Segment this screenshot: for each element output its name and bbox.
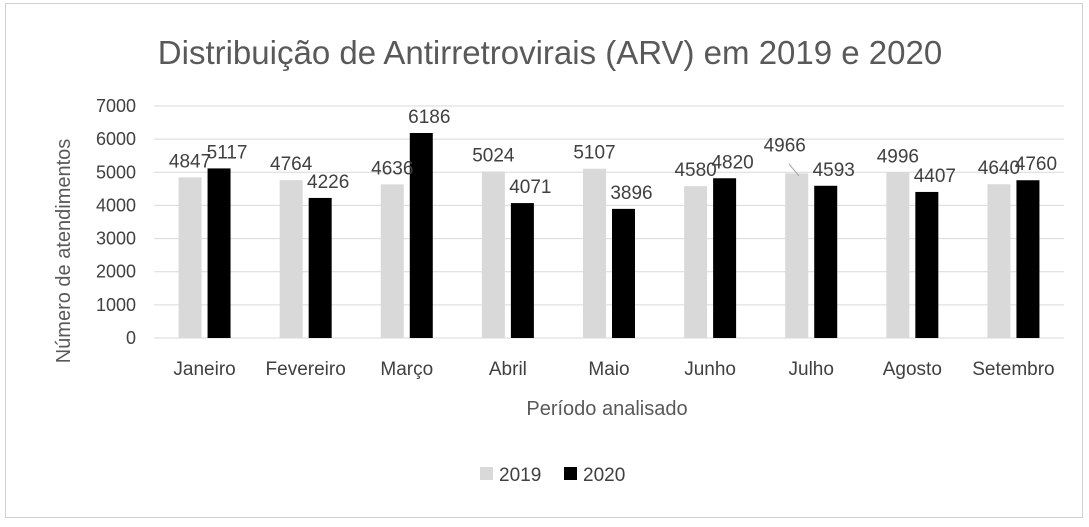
- bar-2019: [380, 184, 404, 338]
- y-axis-title: Número de atendimentos: [53, 139, 75, 364]
- bar-chart: Distribuição de Antirretrovirais (ARV) e…: [53, 34, 1064, 486]
- data-label-2019: 4636: [371, 158, 413, 179]
- bar-2020: [308, 197, 332, 338]
- x-category-label: Fevereiro: [266, 359, 346, 380]
- legend-label-2019: 2019: [499, 465, 541, 486]
- data-label-2019: 4847: [169, 151, 211, 172]
- x-axis-categories: Janeiro Fevereiro Março Abril Maio Junho Julho…: [173, 359, 1054, 380]
- data-label-2019: 4996: [877, 146, 919, 167]
- bar-2020: [207, 168, 231, 338]
- bar-2019: [583, 168, 606, 338]
- bar-2020: [915, 191, 939, 338]
- data-label-2020: 4820: [711, 152, 753, 173]
- legend-swatch-2020: [564, 467, 577, 480]
- data-label-2019: 5024: [472, 145, 515, 166]
- bar-2020: [612, 208, 635, 338]
- y-tick-label: 2000: [96, 262, 136, 282]
- data-label-2019: 4966: [764, 135, 806, 156]
- bar-2020: [814, 185, 838, 338]
- bar-2019: [785, 173, 809, 338]
- data-label-2019: 4580: [674, 160, 716, 181]
- y-tick-label: 4000: [96, 195, 136, 215]
- legend-swatch-2019: [480, 467, 493, 480]
- x-category-label: Setembro: [972, 359, 1054, 380]
- data-label-2020: 6186: [408, 107, 450, 128]
- bar-2019: [684, 186, 708, 338]
- bar-2019: [481, 171, 505, 338]
- bar-2019: [987, 184, 1011, 338]
- bar-2020: [409, 132, 433, 338]
- data-label-2020: 4226: [307, 172, 349, 193]
- data-label-2020: 4071: [509, 177, 551, 198]
- data-label-2019: 5107: [573, 143, 615, 164]
- data-label-2020: 4407: [914, 166, 956, 187]
- leader-line-julho: [788, 163, 800, 177]
- y-tick-label: 6000: [96, 129, 136, 149]
- x-axis-title: Período analisado: [526, 398, 687, 420]
- y-tick-label: 0: [126, 328, 136, 348]
- bar-2019: [279, 180, 303, 338]
- bar-2019: [178, 177, 202, 338]
- bar-2020: [510, 203, 534, 338]
- chart-title: Distribuição de Antirretrovirais (ARV) e…: [158, 34, 942, 71]
- data-label-2020: 5117: [207, 142, 248, 163]
- data-label-2019: 4640: [978, 158, 1020, 179]
- x-category-label: Abril: [489, 359, 527, 380]
- x-category-label: Maio: [588, 359, 629, 380]
- bar-2020: [1016, 180, 1040, 338]
- data-label-2019: 4764: [270, 154, 313, 175]
- gridlines: [154, 105, 1064, 339]
- bar-2019: [886, 172, 910, 338]
- legend-label-2020: 2020: [583, 465, 625, 486]
- y-tick-label: 3000: [96, 229, 136, 249]
- data-label-2020: 4760: [1015, 154, 1057, 175]
- x-category-label: Julho: [789, 359, 834, 380]
- y-axis-ticks: 0 1000 2000 3000 4000 5000 6000 7000: [96, 96, 136, 348]
- bars: [178, 132, 1040, 338]
- x-category-label: Agosto: [883, 359, 942, 380]
- y-tick-label: 7000: [96, 96, 136, 116]
- legend: 2019 2020: [480, 465, 625, 486]
- x-category-label: Janeiro: [173, 359, 235, 380]
- x-category-label: Junho: [684, 359, 736, 380]
- data-label-2020: 4593: [813, 160, 855, 181]
- data-label-2020: 3896: [610, 183, 652, 204]
- y-tick-label: 5000: [96, 162, 136, 182]
- bar-2020: [713, 178, 737, 338]
- x-category-label: Março: [380, 359, 433, 380]
- y-tick-label: 1000: [96, 295, 136, 315]
- chart-frame: Distribuição de Antirretrovirais (ARV) e…: [5, 3, 1083, 518]
